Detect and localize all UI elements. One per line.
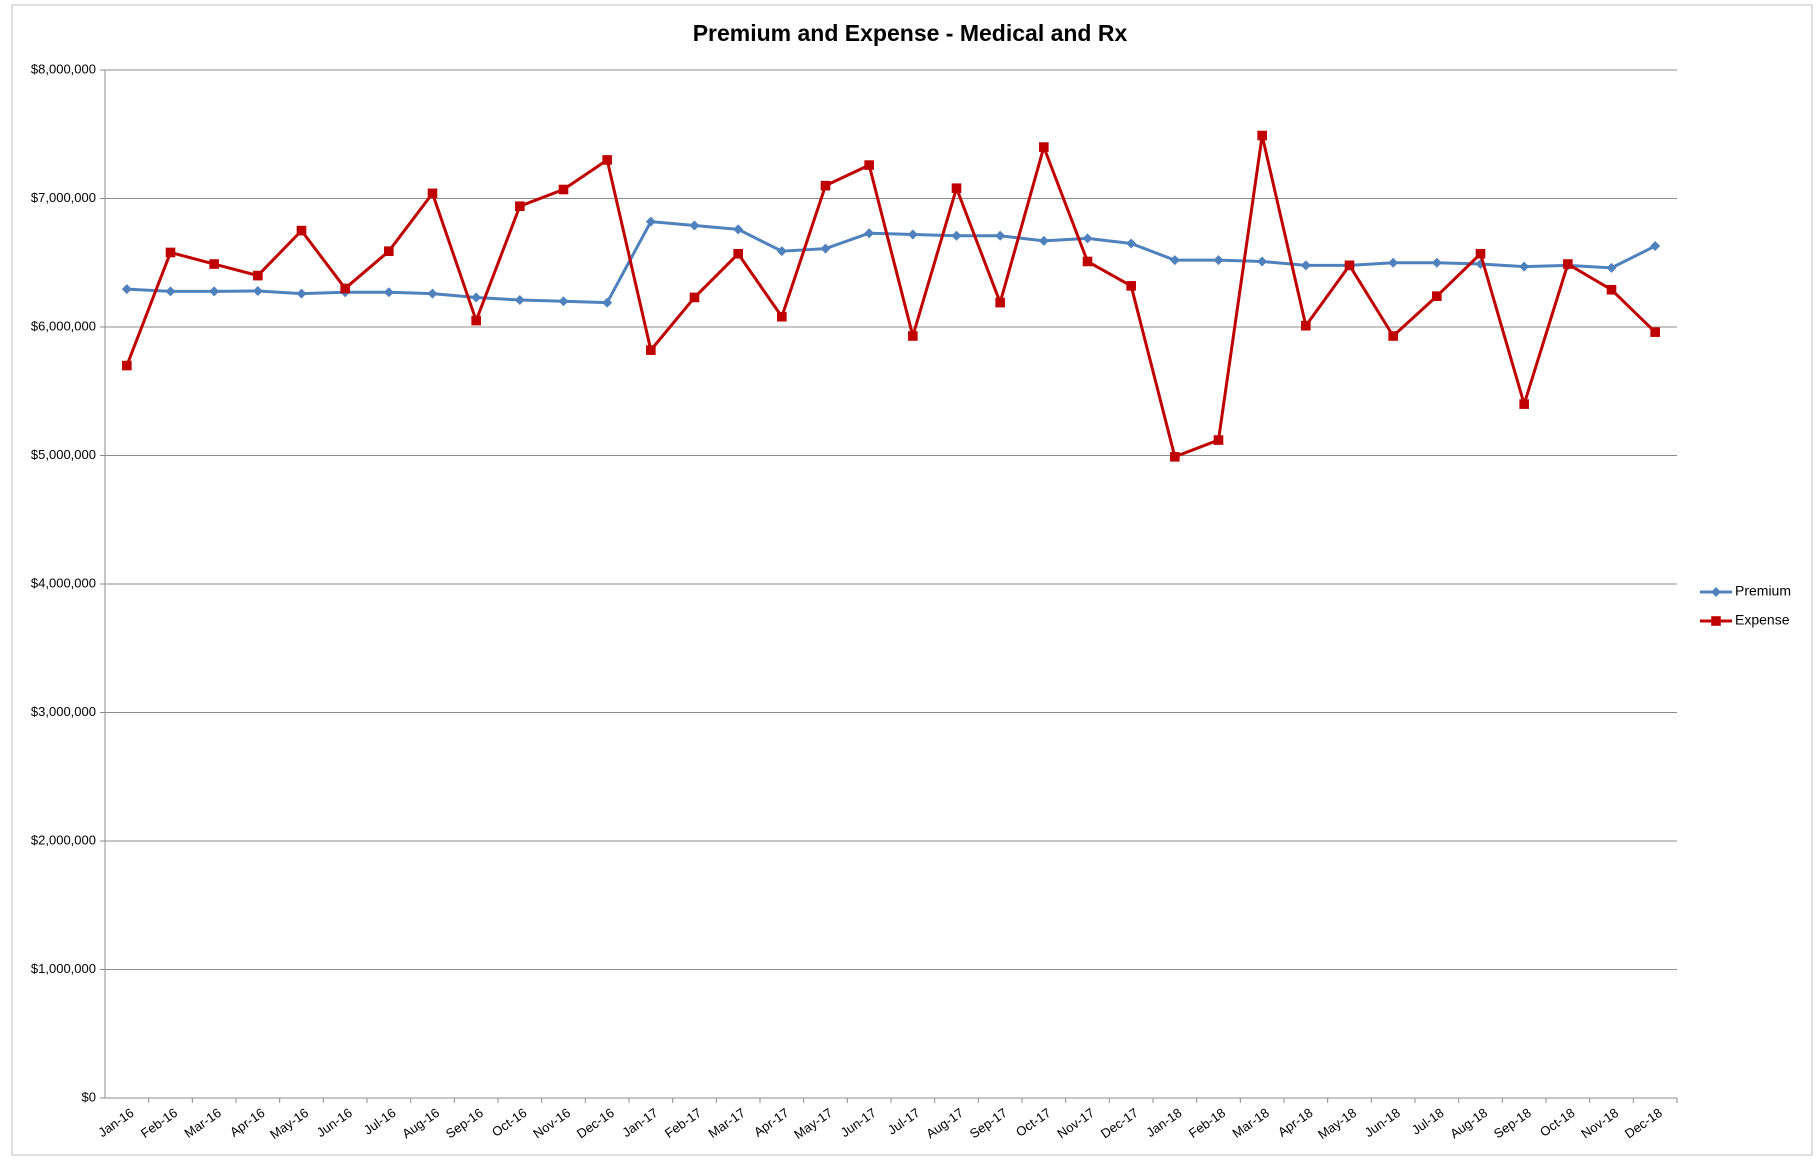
y-tick-label: $6,000,000 [31, 318, 96, 333]
marker [1388, 331, 1398, 341]
marker [1301, 320, 1311, 331]
legend-label: Premium [1735, 583, 1791, 599]
marker [209, 259, 219, 269]
y-tick-label: $3,000,000 [31, 704, 96, 719]
marker [646, 345, 656, 355]
marker [864, 228, 875, 239]
y-tick-label: $8,000,000 [31, 61, 96, 76]
y-tick-label: $0 [82, 1089, 96, 1104]
marker [427, 288, 438, 299]
marker [820, 180, 831, 191]
marker [1711, 616, 1721, 626]
marker [1650, 327, 1660, 337]
marker [733, 224, 744, 235]
marker [383, 287, 394, 298]
marker [776, 246, 787, 257]
marker [296, 288, 307, 299]
marker [689, 220, 700, 231]
marker [777, 311, 787, 322]
marker [252, 286, 263, 297]
marker [1650, 241, 1661, 252]
marker [1563, 259, 1573, 269]
marker [689, 292, 700, 303]
marker [1213, 435, 1224, 445]
marker [1213, 255, 1224, 266]
marker [471, 315, 481, 326]
marker [427, 188, 438, 199]
marker [1475, 248, 1486, 259]
marker [1711, 587, 1721, 597]
marker [1039, 142, 1049, 152]
y-tick-label: $1,000,000 [31, 961, 96, 976]
marker [1082, 233, 1093, 244]
marker [1388, 257, 1399, 268]
marker [1126, 281, 1136, 291]
marker [602, 297, 613, 308]
marker [1606, 284, 1617, 295]
marker [1431, 257, 1442, 268]
marker [558, 296, 569, 307]
marker [384, 246, 394, 256]
marker [995, 297, 1005, 308]
marker [515, 201, 525, 212]
marker [1169, 255, 1180, 266]
marker [1432, 291, 1442, 301]
marker [733, 248, 743, 259]
marker [1519, 399, 1529, 409]
marker [1606, 262, 1617, 273]
marker [471, 292, 482, 303]
marker [514, 295, 525, 306]
marker [121, 284, 132, 295]
marker [122, 360, 132, 371]
chart-title: Premium and Expense - Medical and Rx [693, 20, 1128, 46]
y-tick-label: $7,000,000 [31, 190, 96, 205]
y-tick-label: $5,000,000 [31, 447, 96, 462]
marker [1519, 261, 1530, 272]
series-line [126, 220, 1656, 305]
marker [864, 160, 874, 170]
chart-border [11, 4, 1813, 1156]
marker [1257, 256, 1268, 267]
marker [951, 183, 962, 194]
marker [1300, 260, 1311, 271]
marker [820, 243, 831, 254]
marker [209, 286, 220, 297]
marker [907, 229, 918, 240]
y-tick-label: $2,000,000 [31, 832, 96, 847]
marker [558, 184, 569, 195]
marker [1038, 235, 1049, 246]
marker [1170, 451, 1180, 462]
legend-label: Expense [1735, 612, 1790, 628]
marker [645, 216, 656, 227]
marker [908, 331, 918, 341]
marker [1126, 238, 1137, 249]
marker [951, 230, 962, 241]
marker [165, 247, 176, 258]
marker [253, 270, 263, 281]
marker [1344, 260, 1355, 271]
series-line [125, 134, 1657, 459]
marker [602, 155, 612, 165]
marker [340, 283, 350, 294]
marker [1257, 130, 1267, 141]
marker [296, 225, 307, 236]
marker [165, 286, 176, 297]
marker [1082, 256, 1093, 267]
y-tick-label: $4,000,000 [31, 575, 96, 590]
marker [995, 230, 1006, 241]
